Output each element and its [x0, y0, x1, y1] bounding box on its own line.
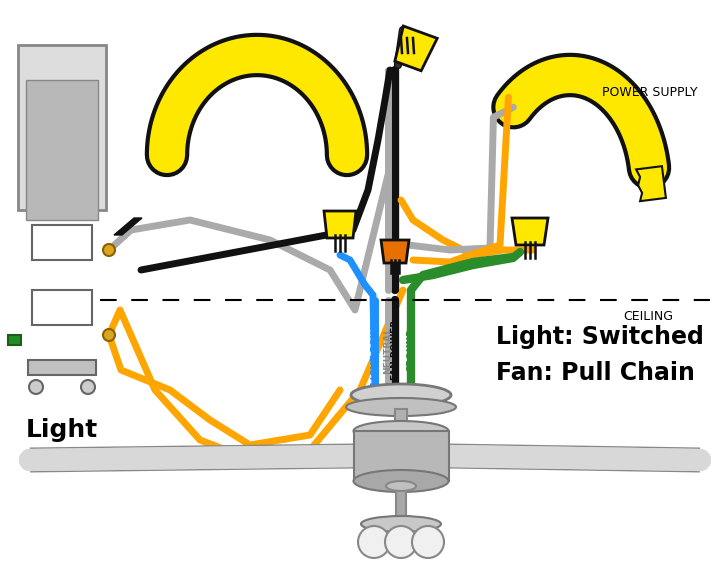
Ellipse shape	[351, 384, 451, 406]
Circle shape	[358, 526, 390, 558]
Polygon shape	[512, 218, 548, 245]
Text: Light: Switched
Fan: Pull Chain: Light: Switched Fan: Pull Chain	[496, 325, 704, 384]
Circle shape	[81, 380, 95, 394]
Polygon shape	[395, 26, 437, 71]
Text: FAN POWER: FAN POWER	[390, 320, 400, 380]
Polygon shape	[114, 218, 142, 235]
Polygon shape	[324, 211, 356, 238]
Text: Light: Light	[26, 418, 98, 442]
Circle shape	[29, 380, 43, 394]
Circle shape	[103, 244, 115, 256]
Bar	[8, 335, 21, 345]
Text: LIGHT POWER: LIGHT POWER	[371, 315, 379, 386]
Bar	[28, 190, 96, 205]
Bar	[28, 360, 96, 375]
Bar	[32, 290, 92, 325]
Bar	[395, 409, 407, 429]
Text: NEUTRAL: NEUTRAL	[384, 326, 393, 373]
Circle shape	[103, 329, 115, 341]
Polygon shape	[636, 166, 666, 201]
Circle shape	[81, 191, 95, 205]
Bar	[26, 80, 98, 220]
Ellipse shape	[353, 421, 449, 441]
Text: GROUND: GROUND	[406, 328, 416, 372]
Bar	[396, 491, 406, 516]
Bar	[32, 225, 92, 260]
Ellipse shape	[386, 481, 416, 491]
Polygon shape	[381, 240, 409, 263]
Ellipse shape	[361, 516, 441, 532]
Text: CEILING: CEILING	[623, 309, 673, 322]
Circle shape	[385, 526, 417, 558]
Ellipse shape	[353, 470, 449, 492]
Bar	[18, 45, 106, 210]
Ellipse shape	[346, 398, 456, 416]
Text: POWER SUPPLY: POWER SUPPLY	[601, 87, 697, 100]
Circle shape	[412, 526, 444, 558]
Circle shape	[29, 191, 43, 205]
Bar	[354, 431, 449, 481]
